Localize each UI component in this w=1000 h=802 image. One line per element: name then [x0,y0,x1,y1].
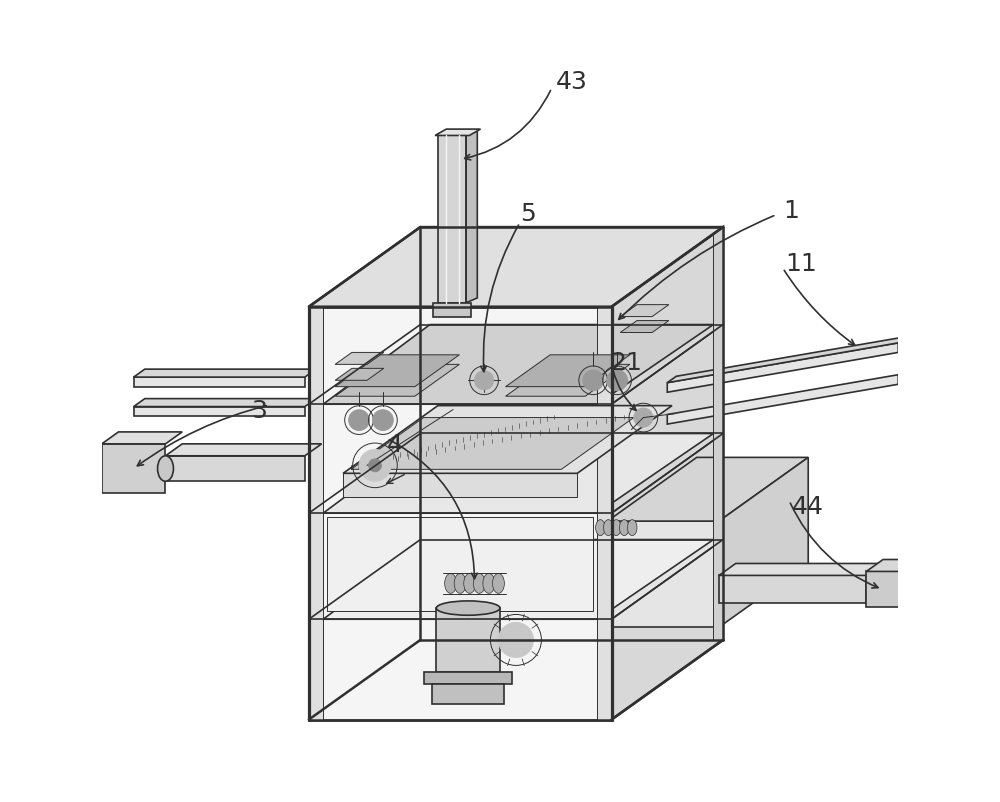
Ellipse shape [627,520,637,536]
Polygon shape [323,325,713,404]
Text: 4: 4 [387,433,403,457]
Polygon shape [323,540,713,619]
Ellipse shape [619,520,629,536]
Polygon shape [165,444,322,456]
Polygon shape [433,302,471,317]
Polygon shape [466,131,477,302]
Polygon shape [866,572,902,607]
Ellipse shape [158,456,173,481]
Polygon shape [506,354,630,387]
Polygon shape [351,418,634,469]
Polygon shape [608,521,719,627]
Polygon shape [102,432,182,444]
Polygon shape [620,305,669,317]
Circle shape [373,410,393,431]
Circle shape [607,370,627,391]
Ellipse shape [445,573,457,593]
Text: 1: 1 [783,200,799,224]
Text: 44: 44 [792,495,824,519]
Polygon shape [667,343,898,392]
Polygon shape [713,227,723,640]
Circle shape [369,459,381,472]
Polygon shape [323,434,713,513]
Ellipse shape [492,573,504,593]
Polygon shape [506,364,630,396]
Ellipse shape [436,601,500,615]
Circle shape [634,408,653,427]
Polygon shape [438,136,466,302]
Ellipse shape [604,520,613,536]
Polygon shape [436,608,500,672]
Circle shape [359,449,391,481]
Polygon shape [343,406,672,473]
Polygon shape [866,560,919,572]
Ellipse shape [596,520,605,536]
Polygon shape [420,227,723,325]
Circle shape [498,622,533,658]
Polygon shape [134,407,305,416]
Polygon shape [102,444,165,493]
Polygon shape [335,352,384,364]
Polygon shape [435,129,480,136]
Text: 11: 11 [785,252,817,276]
Polygon shape [420,434,723,540]
Polygon shape [309,306,612,719]
Ellipse shape [612,520,621,536]
Text: 3: 3 [251,399,267,423]
Ellipse shape [464,573,476,593]
Polygon shape [309,227,723,306]
Polygon shape [335,354,459,387]
Polygon shape [608,457,808,521]
Polygon shape [165,456,305,481]
Polygon shape [620,321,669,333]
Polygon shape [719,457,808,627]
Text: 43: 43 [556,71,588,95]
Polygon shape [134,369,316,377]
Polygon shape [343,473,577,497]
Polygon shape [420,325,723,434]
Polygon shape [134,399,316,407]
Text: 5: 5 [520,202,536,226]
Ellipse shape [483,573,495,593]
Ellipse shape [454,573,466,593]
Polygon shape [420,540,723,640]
Text: 21: 21 [610,350,642,375]
Polygon shape [612,227,723,719]
Circle shape [349,410,369,431]
Polygon shape [309,306,323,719]
Polygon shape [667,337,907,383]
Polygon shape [719,575,866,603]
Polygon shape [327,517,593,611]
Polygon shape [667,375,898,424]
Ellipse shape [473,573,485,593]
Polygon shape [335,368,384,380]
Circle shape [475,371,494,390]
Polygon shape [335,364,459,396]
Polygon shape [432,684,504,703]
Polygon shape [134,377,305,387]
Circle shape [583,370,604,391]
Polygon shape [719,564,883,575]
Polygon shape [597,306,612,719]
Polygon shape [424,672,512,684]
